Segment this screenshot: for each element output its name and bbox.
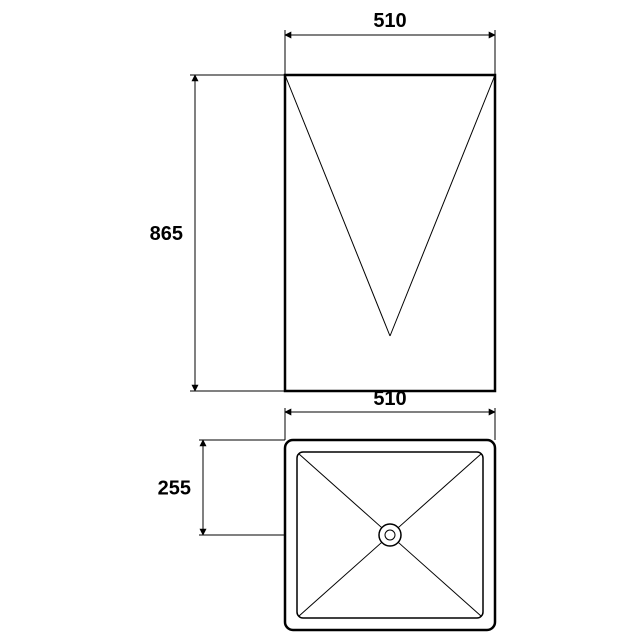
top-width-dimension: 510 [373,10,406,32]
technical-drawing: 510 865 510 255 [0,0,640,640]
plan-view-diagonal [299,454,382,528]
top-height-dimension: 865 [150,223,183,245]
plan-view-diagonal [299,542,382,616]
plan-view-diagonal [398,542,481,616]
plan-width-dimension: 510 [373,388,406,410]
plan-view-diagonal [398,454,481,528]
plan-view-outer [285,440,495,630]
front-view-outline [285,75,495,391]
front-view-fold-left [285,75,390,336]
drain-inner-circle [385,530,395,540]
front-view-fold-right [390,75,495,336]
plan-half-height-dimension: 255 [158,478,191,500]
drain-outer-circle [379,524,401,546]
